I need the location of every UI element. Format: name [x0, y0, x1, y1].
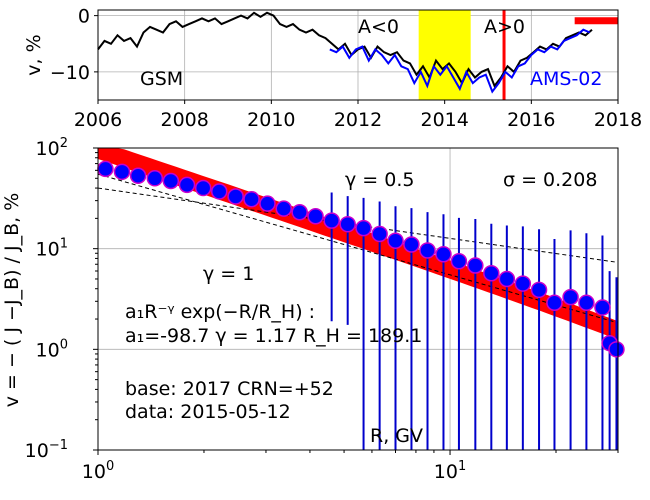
data-point — [194, 179, 212, 197]
bottom-tick-label-x-1: 101 — [434, 459, 466, 483]
top-x-ticks: 2006 2008 2010 2012 2014 2016 2018 — [74, 100, 642, 131]
data-point — [275, 200, 292, 217]
data-point — [483, 264, 500, 282]
bottom-x-axis-label: R, GV — [370, 425, 423, 447]
bottom-tick-label-y-3: 102 — [36, 136, 68, 160]
data-point — [546, 294, 563, 312]
data-point — [450, 252, 468, 270]
bottom-tick-label-x-0: 100 — [82, 459, 114, 483]
top-tick-label-x-3: 2012 — [334, 109, 382, 131]
top-tick-label-x-6: 2018 — [594, 109, 642, 131]
data-point — [387, 232, 404, 249]
ams02-series-line — [329, 28, 591, 94]
top-tick-label-x-5: 2016 — [507, 109, 555, 131]
data-point — [339, 215, 356, 233]
fit-params-label: a₁=-98.7 γ = 1.17 R_H = 189.1 — [125, 325, 422, 347]
data-point — [162, 172, 180, 190]
ams02-label: AMS-02 — [530, 68, 602, 90]
top-panel: 2006 2008 2010 2012 2014 2016 2018 0 −10 v, % G… — [23, 6, 642, 131]
data-point — [243, 190, 260, 208]
data-point — [323, 212, 340, 229]
data-point — [403, 236, 420, 253]
bottom-tick-label-y-1: 100 — [36, 337, 68, 361]
date-label: data: 2015-05-12 — [125, 401, 291, 423]
data-point — [178, 176, 196, 194]
gamma-one-label: γ = 1 — [203, 263, 254, 285]
top-tick-label-x-2: 2010 — [247, 109, 295, 131]
data-points — [97, 160, 625, 358]
data-point — [498, 270, 516, 288]
bottom-tick-label-y-2: 101 — [36, 237, 68, 261]
bottom-y-ticks: 10−1 100 101 102 — [25, 136, 98, 462]
data-point — [467, 257, 484, 274]
data-point — [562, 288, 579, 306]
fit-formula-label: a₁R⁻ᵞ exp(−R/R_H) : — [125, 301, 315, 323]
data-point — [227, 188, 244, 205]
data-point — [371, 225, 388, 243]
bottom-panel: 100 101 10−1 100 101 102 v = − ( J −J_B) / J… — [1, 136, 625, 483]
data-point — [594, 299, 611, 316]
gsm-label: GSM — [140, 68, 183, 90]
reference-line-gamma-1 — [97, 173, 619, 324]
data-point — [97, 160, 114, 178]
data-point — [514, 275, 532, 292]
bottom-y-axis-label: v = − ( J −J_B) / J_B, % — [1, 193, 23, 408]
a-negative-band — [418, 10, 471, 100]
base-label: base: 2017 CRN=+52 — [125, 378, 334, 400]
bottom-x-ticks: 100 101 — [82, 450, 619, 483]
data-point — [113, 163, 131, 181]
sigma-label: σ = 0.208 — [503, 169, 597, 191]
data-point — [307, 207, 324, 225]
gsm-series-line — [97, 11, 593, 88]
data-point — [259, 195, 276, 212]
a-negative-label: A<0 — [358, 16, 399, 38]
data-point — [210, 183, 228, 200]
data-point — [291, 204, 308, 221]
top-tick-label-x-1: 2008 — [160, 109, 208, 131]
top-y-axis-label: v, % — [23, 34, 45, 75]
a-positive-label: A>0 — [484, 16, 525, 38]
data-point — [355, 219, 372, 237]
top-y-ticks: 0 −10 — [50, 6, 98, 84]
data-point — [608, 341, 625, 358]
top-tick-label-x-4: 2014 — [420, 109, 468, 131]
top-tick-label-x-0: 2006 — [74, 109, 122, 131]
gamma-half-label: γ = 0.5 — [345, 169, 414, 191]
data-point — [435, 246, 452, 263]
bottom-tick-label-y-0: 10−1 — [25, 438, 68, 462]
data-point — [419, 242, 436, 259]
top-tick-label-y-0: 0 — [78, 6, 90, 28]
bottom-plot-frame — [97, 147, 619, 451]
top-tick-label-y-1: −10 — [50, 62, 90, 84]
data-point — [530, 281, 548, 299]
data-point — [578, 294, 595, 312]
data-point — [129, 167, 147, 185]
data-point — [146, 170, 164, 187]
